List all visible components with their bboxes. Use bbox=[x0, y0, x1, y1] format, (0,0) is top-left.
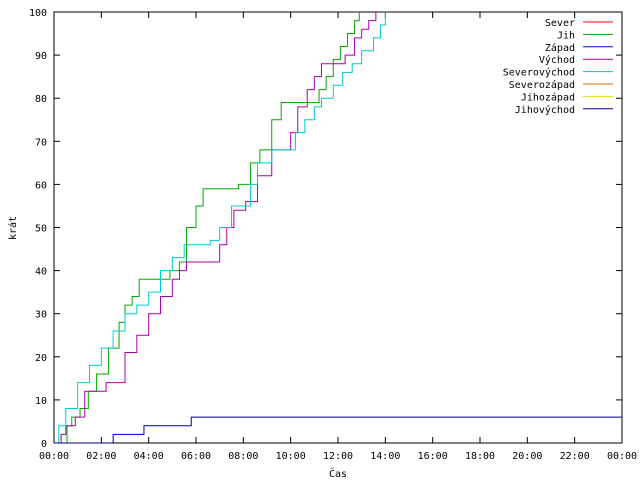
x-tick-label: 08:00 bbox=[228, 451, 258, 462]
y-tick-label: 50 bbox=[35, 224, 47, 235]
series-lines bbox=[54, 12, 622, 444]
legend-label: Jihovýchod bbox=[515, 104, 575, 116]
series-line-jih bbox=[54, 12, 360, 444]
x-tick-label: 10:00 bbox=[276, 451, 306, 462]
x-tick-label: 20:00 bbox=[512, 451, 542, 462]
y-tick-labels: 0 10 20 30 40 50 60 70 80 90 100 bbox=[29, 8, 47, 450]
legend-label: Jihozápad bbox=[521, 91, 575, 103]
y-tick-label: 60 bbox=[35, 180, 47, 191]
x-tick-label: 16:00 bbox=[418, 451, 448, 462]
legend: SeverJihZápadVýchodSeverovýchodSeverozáp… bbox=[503, 18, 613, 116]
x-axis-label: Čas bbox=[329, 467, 347, 480]
series-line-severovychod bbox=[54, 12, 386, 444]
x-tick-labels: 00:00 02:00 04:00 06:00 08:00 10:00 12:00 14:00… bbox=[39, 451, 637, 462]
x-tick-label: 00:00 bbox=[39, 451, 69, 462]
y-axis-label: krát bbox=[7, 216, 19, 240]
y-tick-label: 90 bbox=[35, 51, 47, 62]
legend-label: Severozápad bbox=[509, 79, 575, 91]
x-tick-label: 00:00 bbox=[607, 451, 637, 462]
x-tick-label: 12:00 bbox=[323, 451, 353, 462]
y-tick-label: 70 bbox=[35, 137, 47, 148]
y-tick-label: 100 bbox=[29, 8, 47, 19]
legend-label: Sever bbox=[545, 18, 575, 29]
x-tick-label: 02:00 bbox=[86, 451, 116, 462]
x-tick-label: 22:00 bbox=[560, 451, 590, 462]
legend-label: Severovýchod bbox=[503, 67, 575, 79]
y-tick-label: 20 bbox=[35, 353, 47, 364]
x-tick-label: 04:00 bbox=[134, 451, 164, 462]
y-tick-label: 10 bbox=[35, 396, 47, 407]
y-tick-label: 0 bbox=[41, 439, 47, 450]
y-tick-label: 40 bbox=[35, 267, 47, 278]
y-tick-label: 80 bbox=[35, 94, 47, 105]
legend-label: Západ bbox=[545, 42, 575, 54]
x-tick-label: 06:00 bbox=[181, 451, 211, 462]
legend-label: Východ bbox=[539, 54, 575, 66]
series-line-jihovychod bbox=[54, 416, 622, 444]
y-tick-label: 30 bbox=[35, 310, 47, 321]
legend-label: Jih bbox=[557, 30, 575, 41]
x-tick-label: 14:00 bbox=[370, 451, 400, 462]
x-tick-label: 18:00 bbox=[465, 451, 495, 462]
